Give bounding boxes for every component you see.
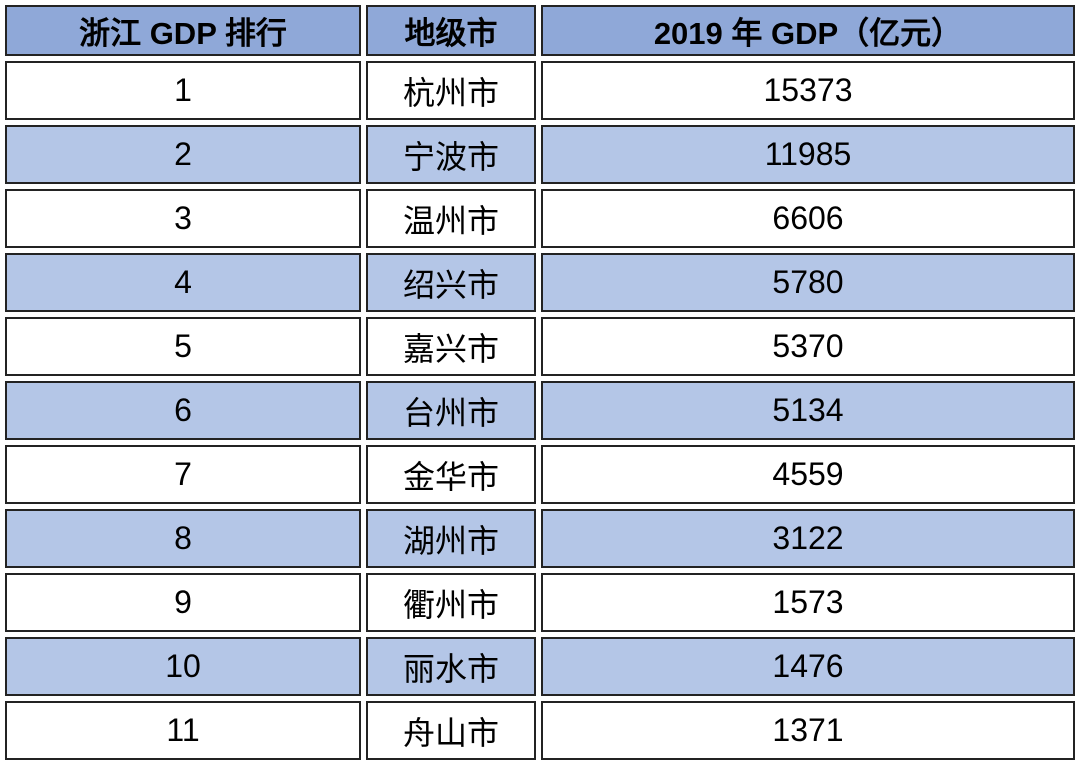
city-cell: 温州市	[366, 189, 536, 248]
table-row: 1 杭州市 15373	[5, 61, 1075, 120]
city-cell: 金华市	[366, 445, 536, 504]
rank-cell: 6	[5, 381, 361, 440]
table-row: 5 嘉兴市 5370	[5, 317, 1075, 376]
city-cell: 湖州市	[366, 509, 536, 568]
gdp-cell: 5134	[541, 381, 1075, 440]
table-row: 3 温州市 6606	[5, 189, 1075, 248]
table-body: 1 杭州市 15373 2 宁波市 11985 3 温州市 6606 4 绍兴市…	[5, 61, 1075, 760]
gdp-cell: 1573	[541, 573, 1075, 632]
header-cell-city: 地级市	[366, 5, 536, 56]
rank-cell: 5	[5, 317, 361, 376]
table-row: 4 绍兴市 5780	[5, 253, 1075, 312]
header-row: 浙江 GDP 排行 地级市 2019 年 GDP（亿元）	[5, 5, 1075, 56]
city-cell: 衢州市	[366, 573, 536, 632]
city-cell: 宁波市	[366, 125, 536, 184]
gdp-cell: 5780	[541, 253, 1075, 312]
gdp-cell: 4559	[541, 445, 1075, 504]
header-cell-rank: 浙江 GDP 排行	[5, 5, 361, 56]
rank-cell: 2	[5, 125, 361, 184]
gdp-cell: 6606	[541, 189, 1075, 248]
rank-cell: 9	[5, 573, 361, 632]
gdp-cell: 15373	[541, 61, 1075, 120]
table-row: 9 衢州市 1573	[5, 573, 1075, 632]
header-cell-gdp: 2019 年 GDP（亿元）	[541, 5, 1075, 56]
city-cell: 杭州市	[366, 61, 536, 120]
city-cell: 台州市	[366, 381, 536, 440]
table-row: 11 舟山市 1371	[5, 701, 1075, 760]
gdp-cell: 5370	[541, 317, 1075, 376]
rank-cell: 3	[5, 189, 361, 248]
gdp-cell: 11985	[541, 125, 1075, 184]
table-row: 2 宁波市 11985	[5, 125, 1075, 184]
gdp-cell: 3122	[541, 509, 1075, 568]
city-cell: 舟山市	[366, 701, 536, 760]
gdp-cell: 1371	[541, 701, 1075, 760]
rank-cell: 11	[5, 701, 361, 760]
rank-cell: 8	[5, 509, 361, 568]
table-row: 7 金华市 4559	[5, 445, 1075, 504]
rank-cell: 4	[5, 253, 361, 312]
gdp-cell: 1476	[541, 637, 1075, 696]
rank-cell: 7	[5, 445, 361, 504]
table-row: 8 湖州市 3122	[5, 509, 1075, 568]
rank-cell: 10	[5, 637, 361, 696]
city-cell: 嘉兴市	[366, 317, 536, 376]
city-cell: 绍兴市	[366, 253, 536, 312]
table-row: 10 丽水市 1476	[5, 637, 1075, 696]
table-row: 6 台州市 5134	[5, 381, 1075, 440]
city-cell: 丽水市	[366, 637, 536, 696]
rank-cell: 1	[5, 61, 361, 120]
